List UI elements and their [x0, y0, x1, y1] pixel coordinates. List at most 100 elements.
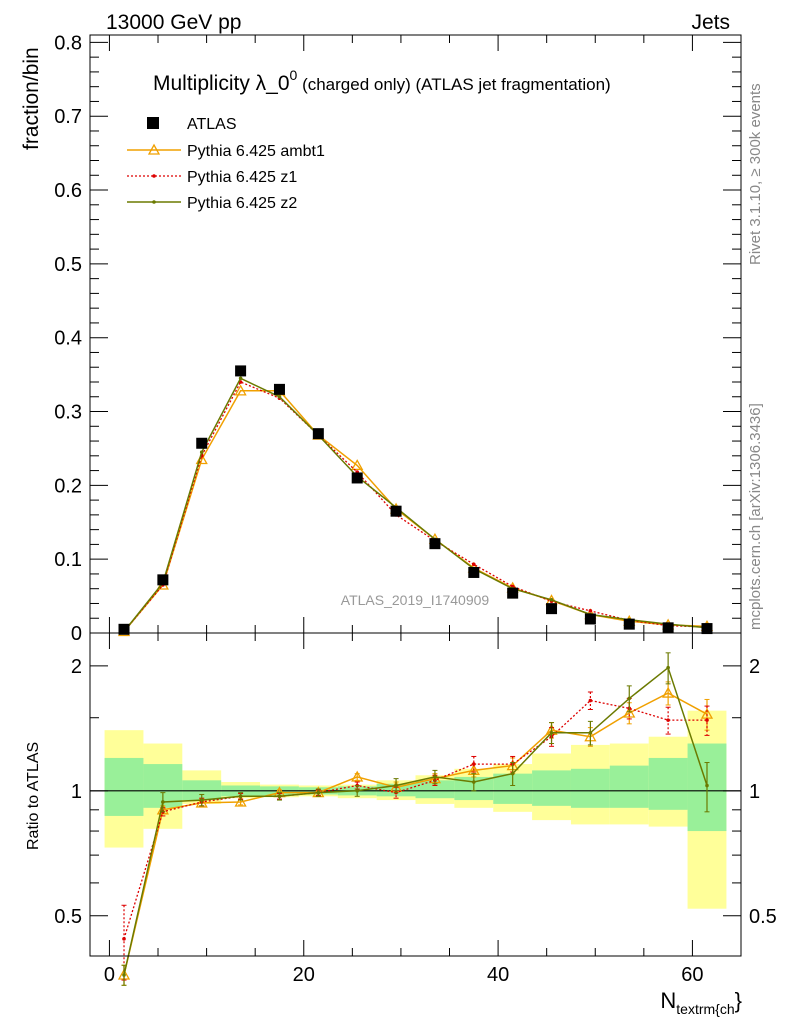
ratio-y-tick-label: 0.5	[54, 906, 82, 928]
ratio-x-tick-label: 60	[681, 964, 703, 986]
main-point-z2	[238, 376, 243, 381]
x-axis-label-tail: }	[735, 988, 742, 1013]
ratio-point-z2	[666, 665, 670, 670]
main-point-atlas	[118, 623, 130, 635]
ratio-point-z2	[316, 790, 321, 795]
x-axis-label-sub: textrm{ch	[676, 1001, 734, 1017]
ratio-point-z2	[510, 771, 515, 776]
ratio-point-z2	[355, 789, 360, 793]
ratio-point-ambt1	[234, 795, 247, 807]
main-panel: 0 0.1 0.2 0.3 0.4 0.5 0.6 0.7 0.8 fraction/bin M…	[20, 32, 742, 645]
legend-label-atlas: ATLAS	[187, 116, 237, 133]
header-jets-label: Jets	[691, 11, 730, 34]
main-point-atlas	[157, 574, 169, 586]
main-line-z2	[123, 377, 708, 632]
main-point-atlas	[196, 437, 208, 449]
main-axis-ticks	[90, 35, 741, 634]
ratio-band-inner	[609, 765, 649, 808]
rivet-label: Rivet 3.1.10, ≥ 300k events	[747, 83, 764, 265]
ratio-point-z2	[199, 798, 204, 802]
ratio-point-z2	[122, 973, 126, 977]
ratio-frame	[89, 632, 742, 957]
ratio-point-z2	[705, 783, 709, 788]
main-point-atlas	[662, 622, 674, 634]
chart-title: Multiplicity λ_00 (charged only) (ATLAS …	[153, 67, 611, 95]
ratio-point-z2	[627, 696, 632, 701]
main-point-atlas	[390, 505, 402, 517]
ratio-point-ambt1	[195, 796, 208, 808]
ratio-plot-area	[90, 652, 741, 986]
legend-marker-z2	[152, 200, 156, 204]
main-point-atlas	[312, 428, 324, 440]
ratio-point-ambt1	[623, 706, 636, 718]
main-plot-area	[117, 365, 714, 637]
ratio-point-z2	[471, 780, 476, 784]
main-point-ambt1	[351, 459, 364, 471]
ratio-y-tick-label-right: 0.5	[749, 906, 777, 928]
ratio-line-z1	[123, 699, 707, 939]
main-point-atlas	[507, 587, 519, 599]
ratio-x-tick-label: 0	[104, 964, 115, 986]
ratio-point-z1	[122, 937, 126, 941]
main-y-tick-label: 0	[71, 623, 82, 645]
main-point-ambt1	[234, 384, 247, 396]
ratio-point-z1	[705, 718, 709, 722]
main-y-tick-label: 0.5	[54, 254, 82, 276]
mcplots-label: mcplots.cern.ch [arXiv:1306.3436]	[747, 403, 764, 630]
ratio-point-ambt1	[662, 686, 675, 698]
main-y-tick-label: 0.3	[54, 402, 82, 424]
main-point-atlas	[468, 566, 480, 578]
main-point-atlas	[584, 613, 596, 625]
ratio-band-inner	[415, 780, 455, 799]
ratio-axis-tick-labels: 0.5 0.51 12 20 20 40 60	[54, 656, 777, 986]
ratio-y-tick-label-right: 2	[749, 656, 760, 678]
ratio-point-z2	[588, 730, 593, 735]
legend-marker-atlas	[147, 117, 159, 129]
main-y-tick-label: 0.4	[54, 328, 82, 350]
legend-label-z2: Pythia 6.425 z2	[187, 195, 297, 212]
legend-label-ambt1: Pythia 6.425 ambt1	[187, 143, 325, 160]
main-point-atlas	[351, 472, 363, 484]
main-point-atlas	[546, 603, 558, 615]
ratio-point-ambt1	[351, 770, 364, 782]
chart-title-rest: (charged only) (ATLAS jet fragmentation)	[297, 75, 610, 94]
ratio-point-z2	[433, 775, 437, 779]
main-y-axis-label: fraction/bin	[20, 47, 43, 150]
ratio-panel: 0.5 0.51 12 20 20 40 60 Ratio to ATLAS Ntextrm…	[25, 632, 777, 1017]
ratio-point-z1	[471, 762, 476, 766]
main-axis-tick-labels: 0 0.1 0.2 0.3 0.4 0.5 0.6 0.7 0.8	[54, 32, 82, 645]
main-point-atlas	[623, 618, 635, 630]
legend-marker-ambt1	[147, 143, 161, 155]
main-point-atlas	[235, 365, 247, 377]
main-point-z2	[549, 597, 554, 602]
legend-label-z1: Pythia 6.425 z1	[187, 169, 297, 186]
ratio-y-axis-label: Ratio to ATLAS	[25, 742, 42, 850]
ratio-band-inner	[182, 780, 222, 801]
ratio-x-tick-label: 20	[293, 964, 315, 986]
ratio-point-z2	[277, 794, 282, 799]
main-y-tick-label: 0.8	[54, 32, 82, 54]
ratio-point-z1	[666, 718, 670, 722]
main-point-z1	[588, 609, 593, 613]
main-y-tick-label: 0.2	[54, 475, 82, 497]
ratio-band-inner	[570, 768, 610, 808]
ratio-line-z2	[123, 666, 708, 976]
main-point-z2	[277, 394, 282, 399]
main-point-atlas	[273, 383, 285, 395]
ratio-axis-ticks	[90, 633, 741, 956]
ratio-band-inner	[104, 757, 144, 816]
analysis-id-label: ATLAS_2019_I1740909	[341, 592, 490, 608]
ratio-y-tick-label-right: 1	[749, 781, 760, 803]
main-y-tick-label: 0.6	[54, 180, 82, 202]
ratio-point-z2	[394, 783, 398, 788]
x-axis-label: Ntextrm{ch}	[660, 988, 742, 1017]
ratio-band-inner	[648, 757, 688, 810]
chart-title-sup: 0	[290, 67, 298, 83]
main-y-tick-label: 0.7	[54, 106, 82, 128]
x-axis-label-main: N	[660, 988, 676, 1013]
legend: ATLAS Pythia 6.425 ambt1 Pythia 6.425 z1…	[127, 116, 325, 212]
chart-title-main: Multiplicity λ_0	[153, 72, 290, 95]
main-line-z1	[123, 381, 708, 632]
ratio-point-z2	[238, 794, 243, 799]
